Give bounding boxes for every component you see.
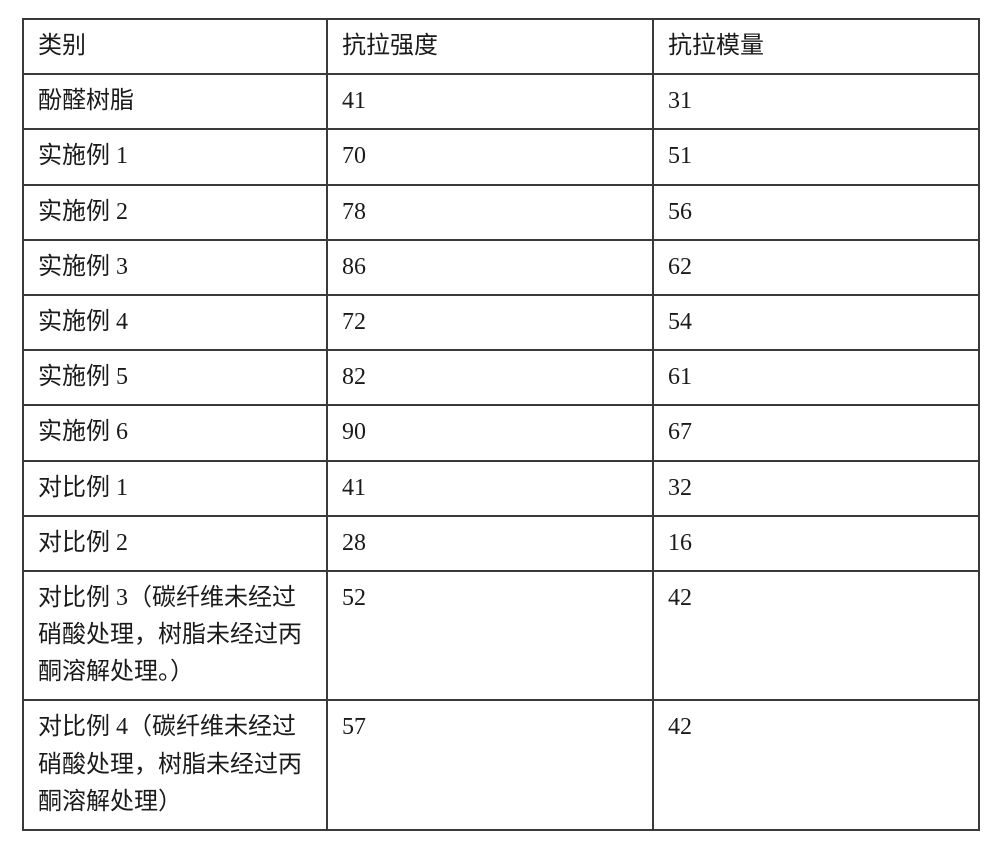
cell-strength: 90: [327, 405, 653, 460]
header-cell-tensile-modulus: 抗拉模量: [653, 19, 979, 74]
cell-strength: 86: [327, 240, 653, 295]
cell-modulus: 54: [653, 295, 979, 350]
cell-category: 实施例 3: [23, 240, 327, 295]
cell-category: 实施例 4: [23, 295, 327, 350]
table-row: 对比例 3（碳纤维未经过硝酸处理，树脂未经过丙酮溶解处理。） 52 42: [23, 571, 979, 701]
table-row: 实施例 1 70 51: [23, 129, 979, 184]
table-row: 酚醛树脂 41 31: [23, 74, 979, 129]
cell-strength: 41: [327, 461, 653, 516]
cell-category: 对比例 3（碳纤维未经过硝酸处理，树脂未经过丙酮溶解处理。）: [23, 571, 327, 701]
cell-modulus: 16: [653, 516, 979, 571]
cell-modulus: 61: [653, 350, 979, 405]
cell-category: 实施例 1: [23, 129, 327, 184]
table-row: 实施例 4 72 54: [23, 295, 979, 350]
cell-modulus: 42: [653, 700, 979, 830]
cell-strength: 57: [327, 700, 653, 830]
cell-strength: 41: [327, 74, 653, 129]
data-table: 类别 抗拉强度 抗拉模量 酚醛树脂 41 31 实施例 1 70 51 实施例 …: [22, 18, 980, 831]
table-row: 实施例 3 86 62: [23, 240, 979, 295]
cell-modulus: 62: [653, 240, 979, 295]
table-row: 实施例 5 82 61: [23, 350, 979, 405]
cell-category: 对比例 4（碳纤维未经过硝酸处理，树脂未经过丙酮溶解处理）: [23, 700, 327, 830]
cell-modulus: 56: [653, 185, 979, 240]
table-row: 对比例 2 28 16: [23, 516, 979, 571]
table-container: 类别 抗拉强度 抗拉模量 酚醛树脂 41 31 实施例 1 70 51 实施例 …: [0, 0, 1000, 849]
table-row: 对比例 4（碳纤维未经过硝酸处理，树脂未经过丙酮溶解处理） 57 42: [23, 700, 979, 830]
table-row: 实施例 6 90 67: [23, 405, 979, 460]
cell-modulus: 32: [653, 461, 979, 516]
cell-category: 实施例 5: [23, 350, 327, 405]
cell-modulus: 42: [653, 571, 979, 701]
table-row: 对比例 1 41 32: [23, 461, 979, 516]
header-cell-tensile-strength: 抗拉强度: [327, 19, 653, 74]
cell-category: 实施例 6: [23, 405, 327, 460]
cell-strength: 78: [327, 185, 653, 240]
cell-strength: 72: [327, 295, 653, 350]
header-cell-category: 类别: [23, 19, 327, 74]
cell-modulus: 67: [653, 405, 979, 460]
table-row: 实施例 2 78 56: [23, 185, 979, 240]
cell-category: 酚醛树脂: [23, 74, 327, 129]
cell-category: 对比例 2: [23, 516, 327, 571]
cell-strength: 70: [327, 129, 653, 184]
cell-modulus: 51: [653, 129, 979, 184]
cell-strength: 28: [327, 516, 653, 571]
table-header-row: 类别 抗拉强度 抗拉模量: [23, 19, 979, 74]
cell-strength: 82: [327, 350, 653, 405]
cell-category: 实施例 2: [23, 185, 327, 240]
cell-strength: 52: [327, 571, 653, 701]
cell-modulus: 31: [653, 74, 979, 129]
cell-category: 对比例 1: [23, 461, 327, 516]
